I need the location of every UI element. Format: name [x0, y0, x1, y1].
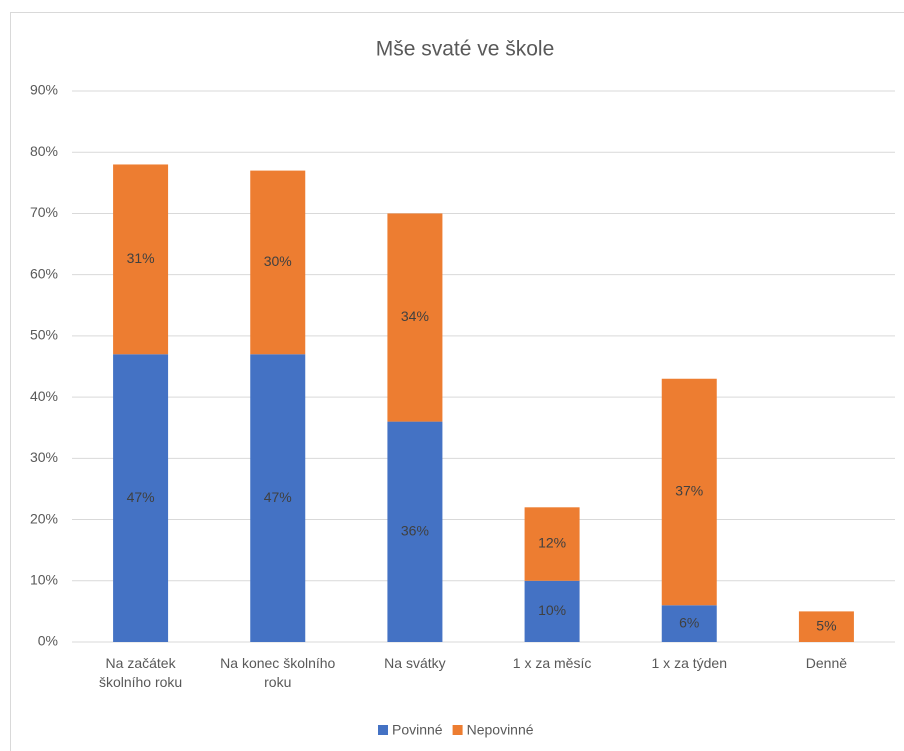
bar-segment [250, 170, 306, 355]
y-tick-label: 80% [30, 143, 58, 159]
bar-segment [524, 580, 580, 642]
data-label: 10% [538, 602, 566, 618]
x-tick-label: Na svátky [384, 655, 446, 671]
data-label: 37% [675, 483, 703, 499]
y-tick-label: 90% [30, 82, 58, 98]
y-tick-label: 30% [30, 449, 58, 465]
y-tick-label: 50% [30, 327, 58, 343]
y-tick-label: 60% [30, 265, 58, 281]
data-label: 47% [127, 489, 155, 505]
data-label: 5% [816, 617, 836, 633]
data-label: 34% [401, 308, 429, 324]
legend-label: Povinné [392, 722, 443, 738]
data-label: 30% [264, 253, 292, 269]
bar-segment [661, 378, 717, 606]
data-label: 6% [679, 614, 699, 630]
data-label: 47% [264, 489, 292, 505]
data-label: 36% [401, 523, 429, 539]
bar-segment [113, 164, 169, 355]
y-tick-label: 20% [30, 510, 58, 526]
x-tick-label: 1 x za měsíc [512, 655, 592, 671]
y-tick-label: 70% [30, 204, 58, 220]
bar-segment [250, 354, 306, 642]
x-tick-label: Na konec školního roku [220, 655, 336, 690]
x-tick-label: Na začátek školního roku [98, 655, 183, 690]
legend-label: Nepovinné [467, 722, 534, 738]
bar-segment [524, 507, 580, 581]
chart-title: Mše svaté ve škole [376, 38, 555, 61]
bar-segment [387, 213, 443, 422]
x-tick-label: Denně [805, 655, 848, 671]
y-tick-label: 0% [38, 633, 58, 649]
bar-segment [113, 354, 169, 642]
x-tick-label: 1 x za týden [651, 655, 728, 671]
data-label: 12% [538, 535, 566, 551]
bar-segment [661, 605, 717, 642]
legend-swatch [452, 725, 463, 735]
bar-segment [798, 611, 854, 642]
y-tick-label: 10% [30, 571, 58, 587]
legend-swatch [378, 725, 388, 735]
bar-segment [387, 421, 443, 642]
y-tick-label: 40% [30, 388, 58, 404]
data-label: 31% [127, 250, 155, 266]
